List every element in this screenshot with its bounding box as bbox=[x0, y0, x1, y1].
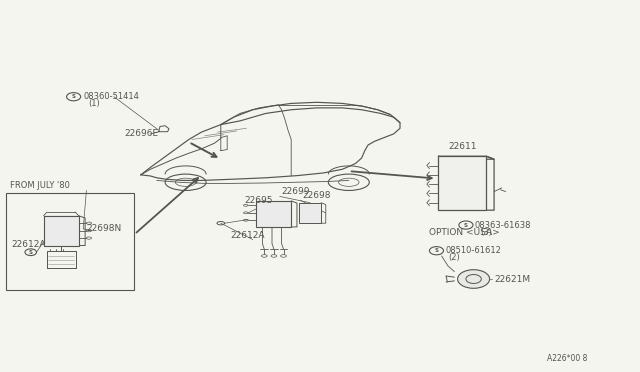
Bar bbox=[6, 193, 134, 290]
Text: 08510-61612: 08510-61612 bbox=[445, 246, 501, 255]
Bar bbox=[299, 203, 321, 223]
Text: S: S bbox=[72, 94, 76, 99]
Text: S: S bbox=[435, 248, 438, 253]
Text: (1): (1) bbox=[88, 99, 100, 108]
Text: 22698: 22698 bbox=[302, 191, 331, 200]
Circle shape bbox=[429, 247, 444, 255]
Text: 22695: 22695 bbox=[244, 196, 273, 205]
Text: 22696E: 22696E bbox=[125, 129, 159, 138]
Text: (3): (3) bbox=[480, 228, 492, 237]
Circle shape bbox=[25, 249, 36, 256]
Bar bbox=[44, 216, 79, 246]
Text: S: S bbox=[29, 250, 33, 255]
Bar bbox=[256, 201, 291, 227]
Bar bbox=[438, 156, 486, 210]
Text: 22612A: 22612A bbox=[230, 231, 265, 240]
Circle shape bbox=[458, 270, 490, 288]
Text: 22698N: 22698N bbox=[86, 224, 122, 233]
Text: 08363-61638: 08363-61638 bbox=[475, 221, 531, 230]
Text: 22621M: 22621M bbox=[494, 275, 530, 284]
Text: FROM JULY '80: FROM JULY '80 bbox=[10, 182, 70, 190]
Text: 22611: 22611 bbox=[448, 142, 477, 151]
Text: A226*00 8: A226*00 8 bbox=[547, 354, 588, 363]
Text: 08360-51414: 08360-51414 bbox=[83, 92, 139, 101]
Text: OPTION <USA>: OPTION <USA> bbox=[429, 228, 500, 237]
Text: (2): (2) bbox=[448, 253, 460, 262]
Text: 22699: 22699 bbox=[282, 187, 310, 196]
Circle shape bbox=[459, 221, 473, 229]
Text: S: S bbox=[464, 222, 468, 228]
Text: 22612A: 22612A bbox=[12, 240, 46, 249]
Circle shape bbox=[67, 93, 81, 101]
